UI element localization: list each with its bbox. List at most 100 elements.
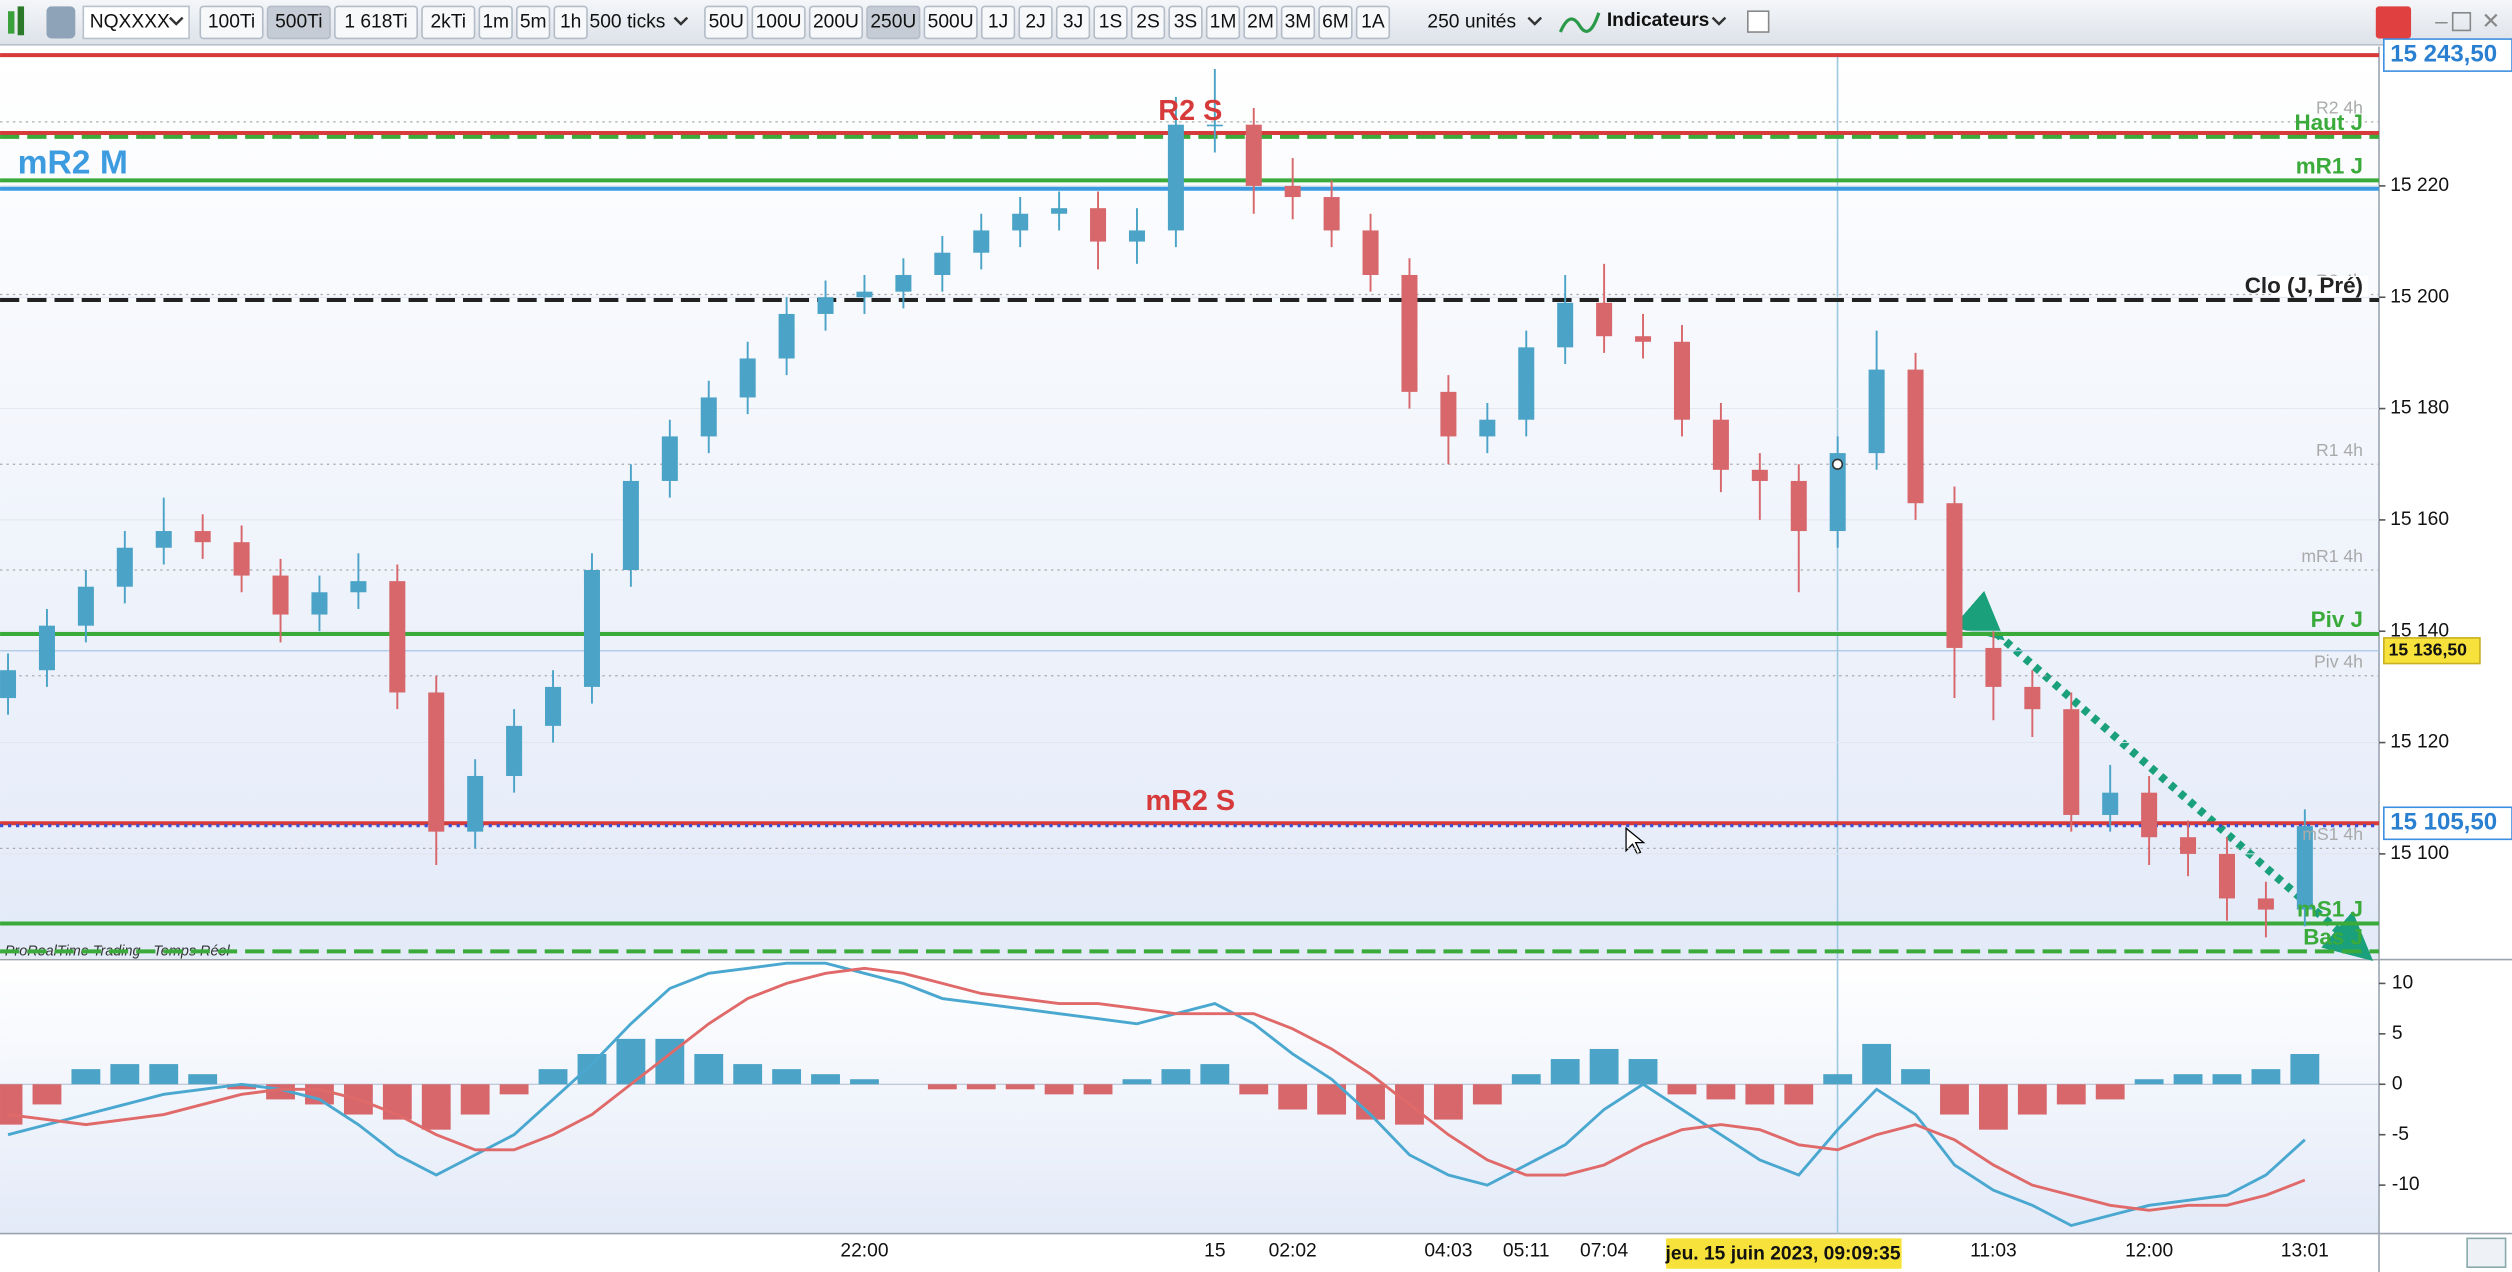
toolbar-button[interactable]	[704, 5, 749, 40]
toolbar-button[interactable]	[421, 5, 476, 40]
drawn-arrow[interactable]	[1952, 590, 2374, 961]
toolbar-button-label: 100U	[756, 12, 802, 33]
x-tick-label: 13:01	[2281, 1240, 2329, 1261]
candle-body	[233, 542, 250, 576]
indicator-line	[7, 966, 2306, 1212]
toolbar-button[interactable]	[1168, 5, 1203, 40]
histogram-bar	[2251, 1069, 2281, 1085]
candle-body	[583, 570, 600, 687]
toolbar-button-label: 50U	[709, 12, 744, 33]
histogram-bar	[1901, 1069, 1930, 1085]
y-tick-label: 15 200	[2390, 286, 2449, 307]
level-label: mR2 M	[18, 145, 128, 182]
candle-body	[973, 230, 990, 253]
candle-body	[817, 297, 834, 314]
toolbar-button[interactable]	[1243, 5, 1278, 40]
candle-body	[2180, 837, 2197, 854]
candle-body	[350, 581, 367, 593]
candle-body	[1090, 208, 1107, 242]
candle-body	[2141, 792, 2158, 838]
window-buttons[interactable]: – ✕	[2375, 6, 2501, 39]
toolbar-button[interactable]	[1355, 5, 1391, 40]
candle-body	[1518, 347, 1535, 420]
toolbar-button-label: 1M	[1210, 12, 1237, 33]
level-label: mR1 J	[2296, 153, 2363, 178]
candle-body	[311, 592, 328, 615]
x-tick-label: 07:04	[1580, 1240, 1628, 1261]
candle-body	[389, 581, 406, 693]
dropdown-arrow	[168, 16, 184, 26]
toolbar-button[interactable]	[866, 5, 921, 40]
toolbar-button[interactable]	[1055, 5, 1091, 40]
histogram-bar	[733, 1064, 763, 1085]
toolbar-button[interactable]	[1093, 5, 1128, 40]
histogram-bar	[1550, 1059, 1580, 1085]
candle-body	[272, 575, 289, 615]
candle-body	[1128, 230, 1145, 242]
histogram-bar	[1239, 1084, 1269, 1095]
candle-body	[778, 313, 795, 359]
x-tick-label: 05:11	[1503, 1240, 1550, 1261]
toolbar-button[interactable]	[1205, 5, 1241, 40]
toolbar-button-label: 1 618Ti	[344, 12, 407, 33]
histogram-bar	[2212, 1074, 2242, 1085]
toolbar-button[interactable]	[1018, 5, 1053, 40]
mouse-cursor	[1625, 826, 1646, 855]
toolbar-button-label: 5m	[520, 12, 547, 33]
last-price-box	[2383, 637, 2481, 665]
candle-body	[1712, 419, 1729, 470]
candle-body	[1479, 419, 1496, 437]
toolbar-button[interactable]	[980, 5, 1016, 40]
histogram-bar	[2134, 1079, 2164, 1085]
y-tick-label: 15 180	[2390, 398, 2449, 419]
histogram-bar	[1589, 1048, 1619, 1085]
toolbar-button[interactable]	[1280, 5, 1316, 40]
histogram-bar	[2290, 1054, 2320, 1085]
indicators[interactable]: Indicateurs	[1607, 10, 1710, 31]
scroll-button[interactable]	[2466, 1237, 2507, 1268]
level-label: R2 S	[1158, 95, 1222, 127]
histogram-bar	[1005, 1084, 1035, 1090]
x-tick-label: 22:00	[840, 1240, 888, 1261]
toolbar-button[interactable]	[553, 5, 588, 40]
dropdown-arrow	[1711, 16, 1727, 26]
toolbar-button-label: 100Ti	[208, 12, 255, 33]
candle-body	[1635, 336, 1652, 342]
candle-body	[506, 725, 523, 776]
level-label: R1 4h	[2316, 440, 2363, 460]
units-dropdown[interactable]: 250 unités	[1427, 12, 1516, 33]
toolbar-button[interactable]	[334, 5, 418, 40]
histogram-bar	[110, 1064, 140, 1085]
y2-tick-label: 10	[2392, 972, 2413, 993]
toolbar-button[interactable]	[516, 5, 551, 40]
toolbar-button-label: 3S	[1174, 12, 1198, 33]
candle-body	[428, 692, 445, 832]
toolbar-button[interactable]	[1130, 5, 1166, 40]
candle-body	[739, 358, 756, 398]
ticks-dropdown[interactable]: 500 ticks	[590, 12, 666, 33]
toolbar-button-label: 2S	[1136, 12, 1160, 33]
candle-body	[1012, 213, 1029, 231]
toolbar-button[interactable]	[266, 5, 331, 40]
histogram-bar	[1784, 1084, 1814, 1105]
level-label: Piv J	[2311, 607, 2363, 632]
toolbar-button[interactable]	[478, 5, 513, 40]
symbol-box[interactable]	[82, 5, 190, 40]
toolbar-button[interactable]	[923, 5, 978, 40]
toolbar-button[interactable]	[808, 5, 864, 40]
svg-text:–: –	[2435, 8, 2448, 33]
toolbar-button[interactable]	[1318, 5, 1353, 40]
histogram-bar	[1433, 1084, 1463, 1120]
histogram-bar	[1862, 1043, 1892, 1085]
candle-body	[2024, 686, 2041, 710]
histogram-bar	[1823, 1074, 1853, 1085]
level-label: Piv 4h	[2314, 652, 2363, 672]
level-label: Clo (J, Pré)	[2245, 273, 2363, 298]
info-icon[interactable]	[1747, 10, 1770, 33]
dropdown-arrow	[673, 16, 689, 26]
level-label: mS1 4h	[2302, 824, 2363, 844]
y2-tick-label: 0	[2392, 1073, 2403, 1094]
toolbar-button[interactable]	[751, 5, 806, 40]
dropdown-arrow	[1527, 16, 1543, 26]
toolbar-button[interactable]	[199, 5, 264, 40]
